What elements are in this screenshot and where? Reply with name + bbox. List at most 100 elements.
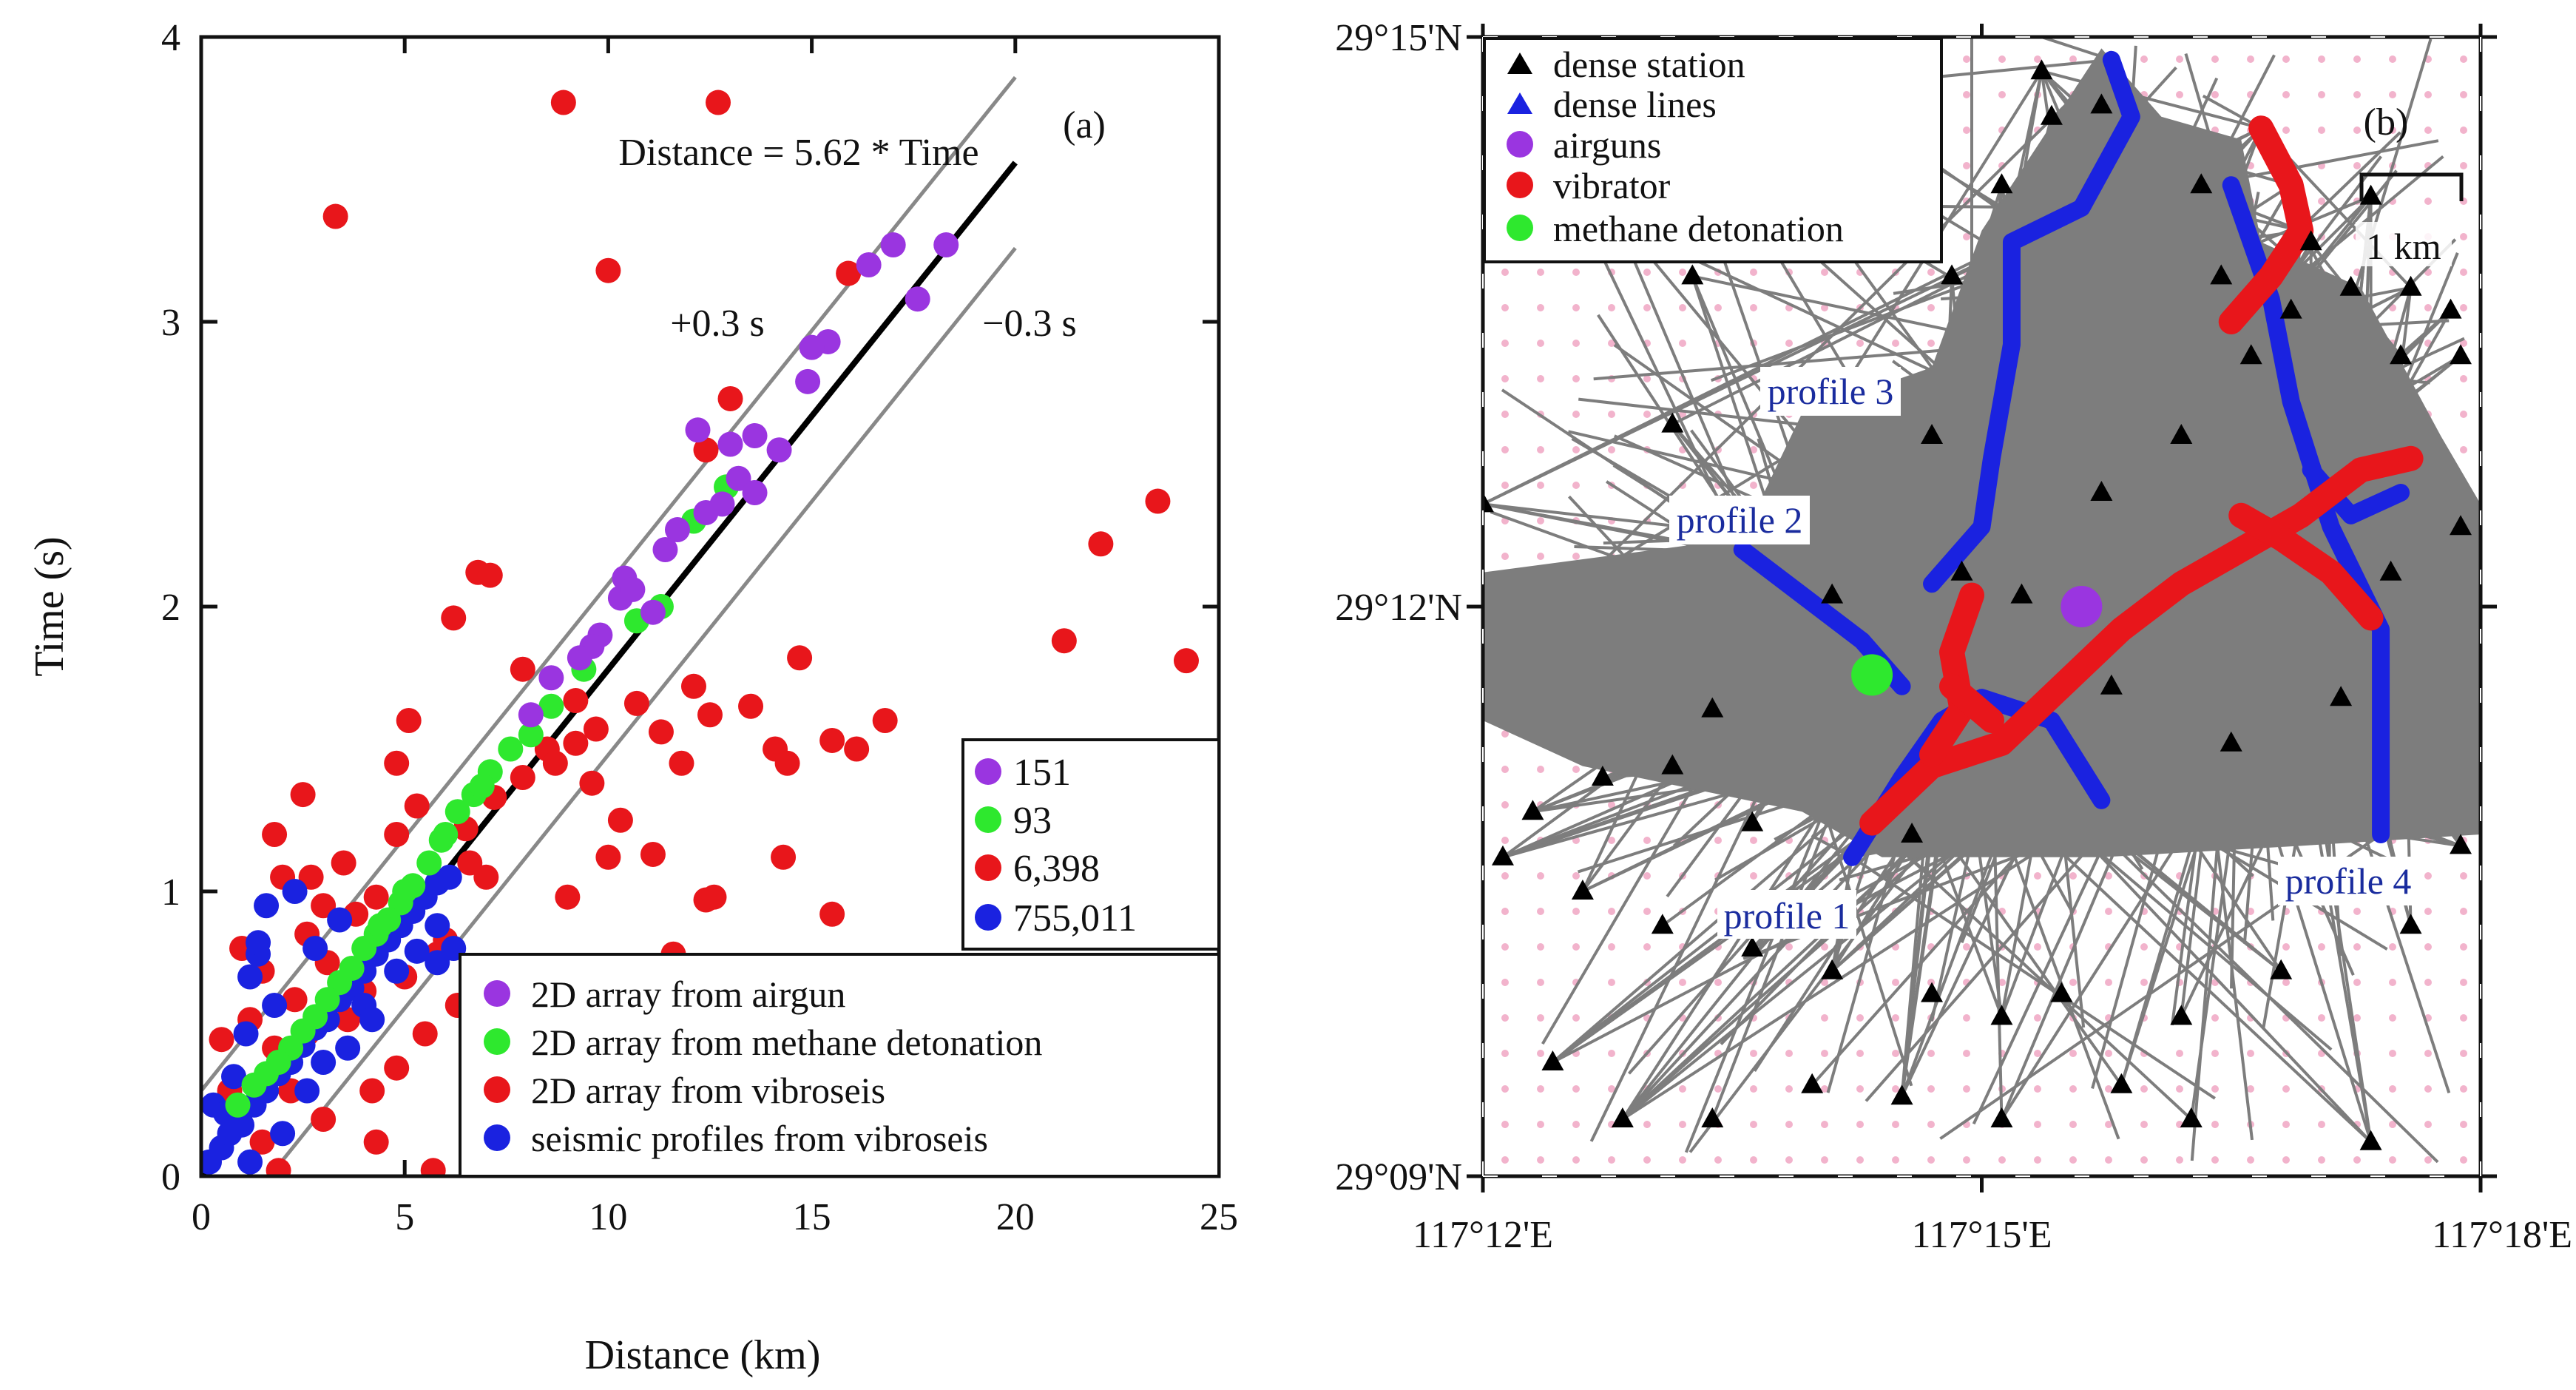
grid-dot (2211, 91, 2219, 98)
grid-dot (2105, 1121, 2112, 1128)
grid-dot (2389, 1085, 2396, 1093)
grid-dot (2034, 1121, 2041, 1128)
y-tick-label: 4 (161, 17, 180, 59)
x-tick-label: 10 (589, 1196, 627, 1238)
station-triangle (1921, 982, 1944, 1002)
station-triangle (1990, 1005, 2013, 1025)
station-triangle (1681, 264, 1704, 285)
data-point (880, 232, 906, 258)
grid-dot (2318, 1121, 2325, 1128)
grid-dot (2318, 1156, 2325, 1164)
grid-dot (1537, 304, 1544, 311)
data-point (351, 936, 377, 961)
map-x-tick-label: 117°15'E (1912, 1214, 2052, 1256)
grid-dot (1856, 1085, 1864, 1093)
grid-dot (1750, 304, 1757, 311)
grid-dot (2460, 446, 2467, 453)
grid-dot (2034, 872, 2041, 880)
station-triangle (2239, 344, 2262, 365)
data-point (363, 884, 389, 910)
series-1 (518, 232, 959, 728)
data-point (209, 1027, 234, 1053)
grid-dot (1501, 1156, 1509, 1164)
map-sources (1851, 586, 2103, 696)
grid-dot (1608, 801, 1615, 809)
grid-dot (2424, 1085, 2432, 1093)
data-point (392, 879, 418, 904)
data-point (302, 936, 328, 961)
grid-dot (1927, 1156, 1935, 1164)
data-point (563, 688, 589, 714)
grid-dot (2460, 55, 2467, 63)
data-point (249, 1129, 275, 1155)
data-point (623, 690, 649, 716)
station-triangle (2279, 298, 2302, 319)
station-triangle (2100, 674, 2123, 695)
grid-dot (1963, 1050, 1970, 1057)
data-point (795, 368, 821, 394)
data-point (282, 879, 308, 904)
methane-marker (1851, 654, 1893, 696)
station-triangle (1821, 959, 1844, 979)
grid-dot (2211, 1050, 2219, 1057)
grid-dot (2034, 55, 2041, 63)
grid-dot (2105, 872, 2112, 880)
station-triangle (1921, 424, 1944, 444)
data-point (563, 730, 589, 756)
grid-dot (2353, 1156, 2361, 1164)
map-y-tick-label: 29°15'N (1335, 17, 1462, 59)
data-point (436, 864, 462, 890)
grid-dot (1785, 943, 1793, 951)
profile-4-label: profile 4 (2278, 857, 2418, 905)
fit-equation-label: Distance = 5.62 * Time (618, 132, 978, 174)
grid-dot (2211, 55, 2219, 63)
station-triangle (2090, 93, 2113, 114)
grid-dot (2282, 943, 2290, 951)
x-tick-label: 15 (793, 1196, 831, 1238)
grid-dot (1501, 943, 1509, 951)
grid-dot (2460, 1014, 2467, 1022)
station-triangle (2170, 424, 2193, 444)
count-profiles: 755,011 (1013, 897, 1137, 939)
grid-dot (2140, 1121, 2148, 1128)
station-triangle (2450, 834, 2472, 854)
x-axis-title: Distance (km) (585, 1332, 821, 1378)
grid-dot (1892, 1156, 1899, 1164)
legend-b-marker-airguns (1507, 131, 1533, 158)
grid-dot (1785, 1050, 1793, 1057)
grid-dot (1537, 1156, 1544, 1164)
profile-2-label: profile 2 (1669, 496, 1810, 544)
grid-dot (1572, 943, 1580, 951)
data-point (254, 893, 280, 919)
grid-dot (1572, 340, 1580, 347)
data-point (766, 437, 792, 463)
grid-dot (2460, 340, 2467, 347)
profile-1-text: profile 1 (1724, 895, 1850, 937)
raypath (1851, 856, 2216, 1100)
grid-dot (1572, 1085, 1580, 1093)
grid-dot (1501, 340, 1509, 347)
grid-dot (2389, 1014, 2396, 1022)
data-point (709, 491, 735, 517)
grid-dot (2424, 872, 2432, 880)
data-point (836, 260, 862, 286)
grid-dot (1572, 872, 1580, 880)
grid-dot (2247, 55, 2254, 63)
legend-b: dense station dense lines airguns vibrat… (1483, 37, 1943, 263)
grid-dot (1963, 233, 1970, 240)
grid-dot (1501, 269, 1509, 276)
grid-dot (1501, 730, 1509, 738)
grid-dot (1643, 1156, 1651, 1164)
grid-dot (2460, 1085, 2467, 1093)
grid-dot (1537, 446, 1544, 453)
grid-dot (2424, 1050, 2432, 1057)
grid-dot (2211, 1156, 2219, 1164)
data-point (518, 722, 544, 748)
data-point (384, 750, 410, 776)
grid-dot (1572, 766, 1580, 773)
data-point (738, 693, 764, 719)
legend-a-marker-profiles (484, 1124, 510, 1151)
grid-dot (1572, 304, 1580, 311)
station-triangle (2399, 914, 2422, 934)
